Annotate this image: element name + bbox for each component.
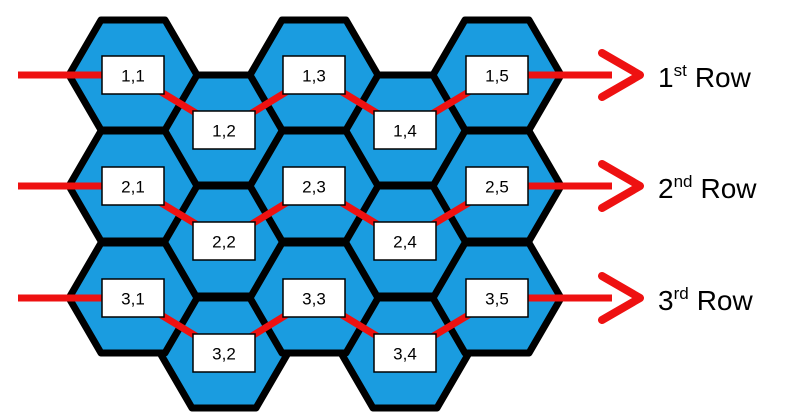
cell-label-box	[465, 278, 529, 318]
row-label-number: 1	[658, 62, 674, 93]
cell-label-1-2: 1,2	[192, 110, 256, 150]
cell-label-3-4: 3,4	[373, 333, 437, 373]
cell-label-2-2: 2,2	[192, 221, 256, 261]
cell-label-box	[282, 55, 346, 95]
cell-label-text: 1,1	[121, 67, 145, 86]
cell-label-text: 1,3	[302, 67, 326, 86]
cell-label-layer: 1,1 1,2 1,3 1,4 1,5 2,1 2,2 2,3 2,4 2,5 3,1 3,2 3,3 3…	[101, 55, 529, 373]
row-label-2: 2nd Row	[658, 172, 757, 204]
cell-label-box	[373, 221, 437, 261]
cell-label-box	[192, 110, 256, 150]
row-label-number: 3	[658, 285, 674, 316]
row-label-1: 1st Row	[658, 61, 752, 93]
cell-label-text: 3,3	[302, 290, 326, 309]
cell-label-1-5: 1,5	[465, 55, 529, 95]
cell-label-text: 3,2	[212, 345, 236, 364]
cell-label-box	[465, 55, 529, 95]
cell-label-text: 1,2	[212, 122, 236, 141]
cell-label-3-1: 3,1	[101, 278, 165, 318]
row-label-word: Row	[701, 173, 758, 204]
row-arrow-head-3	[598, 272, 644, 324]
row-label-number: 2	[658, 173, 674, 204]
cell-label-1-3: 1,3	[282, 55, 346, 95]
cell-label-1-4: 1,4	[373, 110, 437, 150]
cell-label-box	[101, 166, 165, 206]
cell-label-text: 1,4	[393, 122, 417, 141]
cell-label-box	[101, 278, 165, 318]
row-label-layer: 1st Row 2nd Row 3rd Row	[658, 61, 757, 316]
cell-label-text: 2,1	[121, 178, 145, 197]
cell-label-box	[282, 166, 346, 206]
cell-label-box	[282, 278, 346, 318]
row-label-suffix: rd	[674, 284, 689, 303]
row-arrow-head-1	[598, 49, 644, 101]
cell-label-box	[373, 110, 437, 150]
row-label-word: Row	[697, 285, 754, 316]
cell-label-text: 2,4	[393, 233, 417, 252]
row-label-word: Row	[695, 62, 752, 93]
row-label-suffix: nd	[674, 172, 693, 191]
cell-label-3-3: 3,3	[282, 278, 346, 318]
row-label-3: 3rd Row	[658, 284, 753, 316]
cell-label-text: 2,5	[485, 178, 509, 197]
cell-label-2-5: 2,5	[465, 166, 529, 206]
cell-label-text: 3,4	[393, 345, 417, 364]
cell-label-box	[373, 333, 437, 373]
cell-label-text: 2,2	[212, 233, 236, 252]
cell-label-3-2: 3,2	[192, 333, 256, 373]
cell-label-box	[465, 166, 529, 206]
cell-label-text: 3,1	[121, 290, 145, 309]
cell-label-1-1: 1,1	[101, 55, 165, 95]
row-label-suffix: st	[674, 61, 688, 80]
cell-label-2-1: 2,1	[101, 166, 165, 206]
cell-label-text: 3,5	[485, 290, 509, 309]
cell-label-2-4: 2,4	[373, 221, 437, 261]
cell-label-box	[192, 221, 256, 261]
cell-label-box	[101, 55, 165, 95]
cell-label-box	[192, 333, 256, 373]
cell-label-text: 1,5	[485, 67, 509, 86]
cell-label-3-5: 3,5	[465, 278, 529, 318]
cell-label-text: 2,3	[302, 178, 326, 197]
cell-label-2-3: 2,3	[282, 166, 346, 206]
row-arrow-head-2	[598, 160, 644, 212]
